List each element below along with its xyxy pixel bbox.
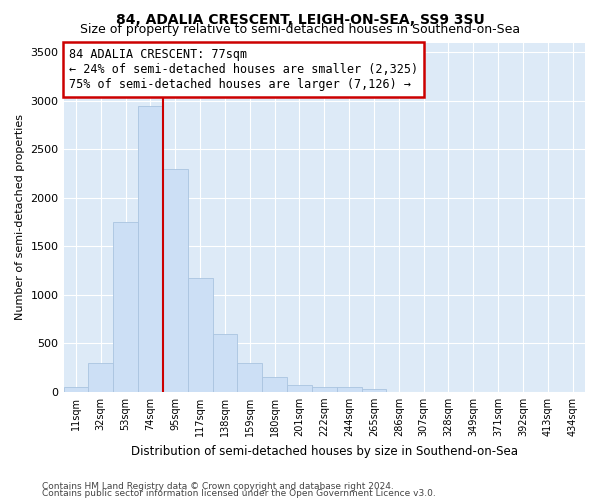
Y-axis label: Number of semi-detached properties: Number of semi-detached properties: [15, 114, 25, 320]
Bar: [337, 387, 362, 392]
Text: Contains public sector information licensed under the Open Government Licence v3: Contains public sector information licen…: [42, 490, 436, 498]
Bar: [64, 387, 88, 392]
Bar: [212, 334, 238, 392]
Bar: [138, 106, 163, 392]
Bar: [88, 362, 113, 392]
Bar: [188, 278, 212, 392]
Text: 84 ADALIA CRESCENT: 77sqm
← 24% of semi-detached houses are smaller (2,325)
75% : 84 ADALIA CRESCENT: 77sqm ← 24% of semi-…: [69, 48, 418, 90]
Bar: [113, 222, 138, 392]
Bar: [312, 387, 337, 392]
X-axis label: Distribution of semi-detached houses by size in Southend-on-Sea: Distribution of semi-detached houses by …: [131, 444, 518, 458]
Bar: [238, 362, 262, 392]
Bar: [163, 168, 188, 392]
Text: 84, ADALIA CRESCENT, LEIGH-ON-SEA, SS9 3SU: 84, ADALIA CRESCENT, LEIGH-ON-SEA, SS9 3…: [116, 12, 484, 26]
Bar: [362, 389, 386, 392]
Bar: [262, 378, 287, 392]
Bar: [287, 384, 312, 392]
Text: Size of property relative to semi-detached houses in Southend-on-Sea: Size of property relative to semi-detach…: [80, 22, 520, 36]
Text: Contains HM Land Registry data © Crown copyright and database right 2024.: Contains HM Land Registry data © Crown c…: [42, 482, 394, 491]
